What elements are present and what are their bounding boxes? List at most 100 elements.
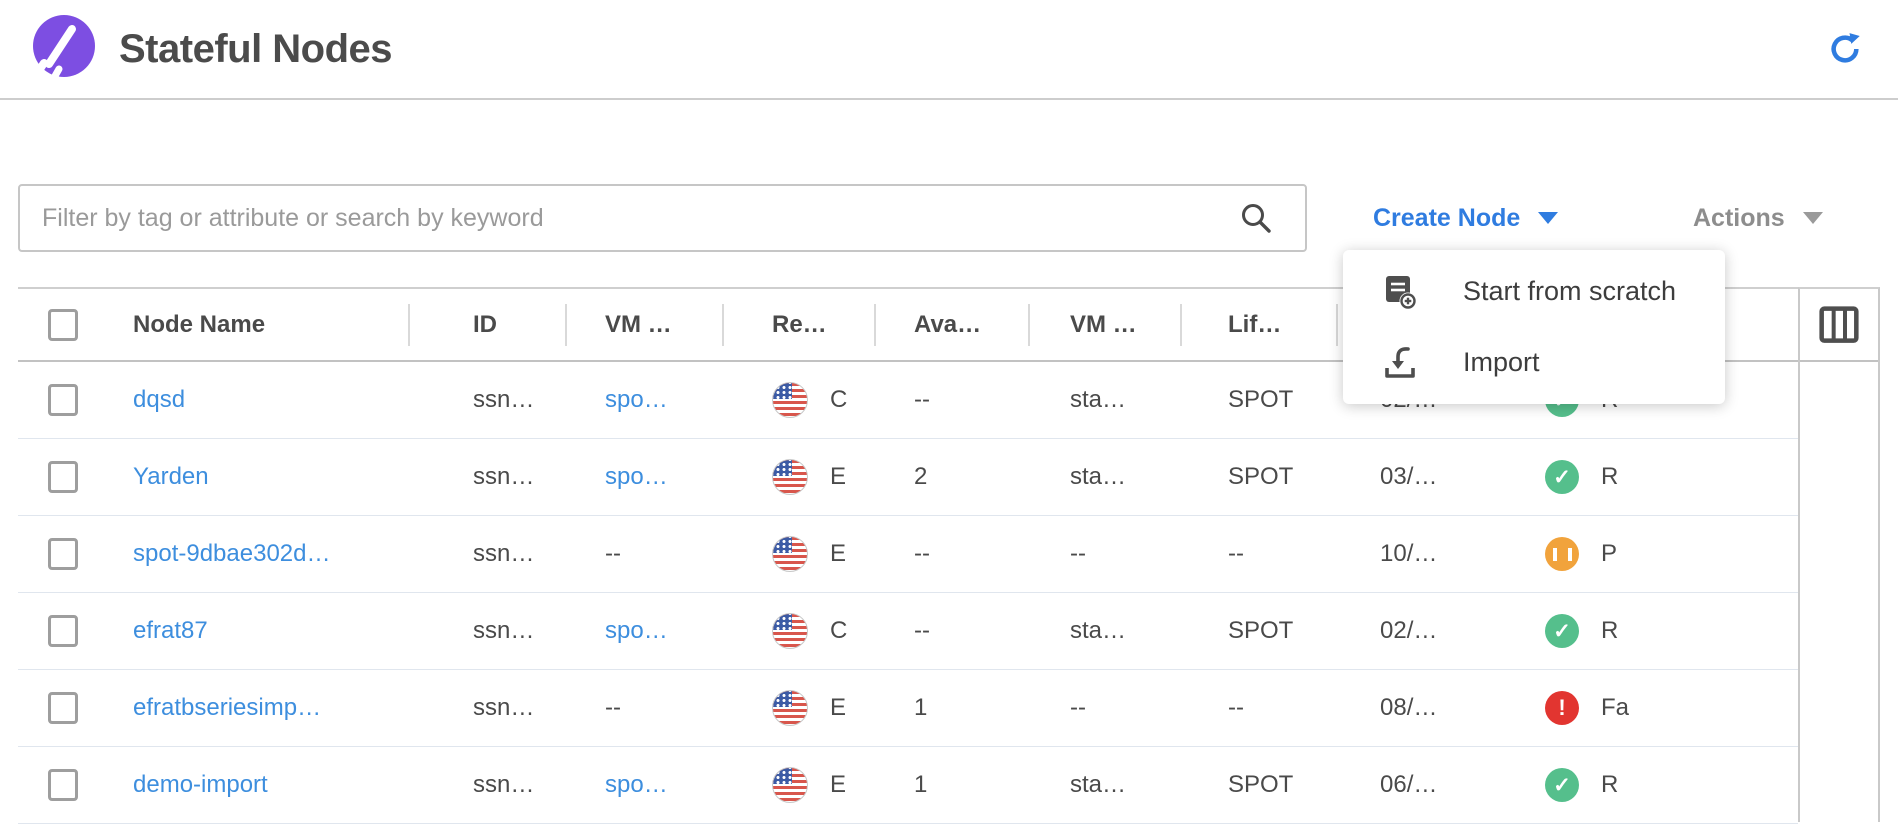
- menu-item-label: Import: [1463, 347, 1540, 377]
- column-header-vm-size[interactable]: VM …: [1028, 289, 1180, 360]
- vm-size-cell: sta…: [1070, 617, 1127, 644]
- create-node-button[interactable]: Create Node: [1373, 184, 1559, 252]
- stateful-nodes-table: Node Name ID VM … Re… Ava… VM … Lif… dqs…: [18, 287, 1880, 824]
- refresh-icon: [1831, 33, 1860, 63]
- table-row: efrat87 ssn… spo… C -- sta… SPOT 02/… R: [18, 593, 1798, 670]
- chevron-down-icon: [1538, 212, 1559, 224]
- column-picker-cell: [1800, 289, 1878, 362]
- vm-link[interactable]: spo…: [605, 617, 668, 644]
- node-name-link[interactable]: Yarden: [133, 463, 209, 490]
- vm-cell: --: [605, 694, 621, 721]
- vm-size-cell: sta…: [1070, 463, 1127, 490]
- node-name-link[interactable]: demo-import: [133, 771, 268, 798]
- created-cell: 02/…: [1380, 617, 1438, 644]
- table-header-row: Node Name ID VM … Re… Ava… VM … Lif…: [18, 287, 1798, 362]
- created-cell: 08/…: [1380, 694, 1438, 721]
- row-checkbox[interactable]: [48, 384, 78, 416]
- status-cell: P: [1601, 540, 1618, 567]
- table-row: Yarden ssn… spo… E 2 sta… SPOT 03/… R: [18, 439, 1798, 516]
- row-checkbox[interactable]: [48, 538, 78, 570]
- node-name-link[interactable]: dqsd: [133, 386, 186, 413]
- column-picker-button[interactable]: [1819, 305, 1859, 344]
- vm-link[interactable]: spo…: [605, 771, 668, 798]
- lifecycle-cell: SPOT: [1228, 771, 1294, 798]
- lifecycle-cell: SPOT: [1228, 617, 1294, 644]
- filter-wrap: [18, 184, 1307, 252]
- lifecycle-cell: --: [1228, 694, 1244, 721]
- us-flag-icon: [772, 690, 808, 726]
- region-cell: C: [830, 386, 848, 413]
- spot-logo-icon: [30, 15, 95, 82]
- vm-size-cell: --: [1070, 694, 1086, 721]
- select-all-checkbox[interactable]: [48, 308, 78, 341]
- vm-size-cell: --: [1070, 540, 1086, 567]
- region-cell: E: [830, 771, 847, 798]
- column-header-lifecycle[interactable]: Lif…: [1180, 289, 1336, 360]
- node-id-cell: ssn…: [473, 463, 535, 490]
- lifecycle-cell: SPOT: [1228, 463, 1294, 490]
- vm-link[interactable]: spo…: [605, 386, 668, 413]
- filter-input[interactable]: [18, 184, 1307, 252]
- refresh-button[interactable]: [1828, 32, 1862, 66]
- availability-cell: --: [914, 617, 930, 644]
- row-checkbox[interactable]: [48, 769, 78, 801]
- column-header-id[interactable]: ID: [408, 289, 565, 360]
- menu-item-import[interactable]: Import: [1343, 327, 1725, 398]
- region-cell: E: [830, 540, 847, 567]
- row-checkbox[interactable]: [48, 692, 78, 724]
- us-flag-icon: [772, 536, 808, 572]
- status-cell: Fa: [1601, 694, 1630, 721]
- created-cell: 03/…: [1380, 463, 1438, 490]
- availability-cell: 1: [914, 771, 928, 798]
- columns-icon: [1819, 305, 1859, 343]
- availability-cell: --: [914, 386, 930, 413]
- status-icon: [1545, 460, 1579, 494]
- node-id-cell: ssn…: [473, 540, 535, 567]
- note-add-icon: [1386, 275, 1417, 309]
- actions-button[interactable]: Actions: [1693, 184, 1823, 252]
- status-icon: [1545, 691, 1579, 725]
- node-id-cell: ssn…: [473, 386, 535, 413]
- us-flag-icon: [772, 459, 808, 495]
- availability-cell: --: [914, 540, 930, 567]
- node-name-link[interactable]: efrat87: [133, 617, 208, 644]
- menu-item-label: Start from scratch: [1463, 276, 1677, 306]
- node-name-link[interactable]: efratbseriesimp…: [133, 694, 322, 721]
- chevron-down-icon: [1802, 212, 1823, 224]
- vm-size-cell: sta…: [1070, 386, 1127, 413]
- availability-cell: 2: [914, 463, 928, 490]
- node-name-link[interactable]: spot-9dbae302d…: [133, 540, 331, 567]
- status-icon: [1545, 537, 1579, 571]
- availability-cell: 1: [914, 694, 928, 721]
- table-row: efratbseriesimp… ssn… -- E 1 -- -- 08/… Fa: [18, 670, 1798, 747]
- vm-size-cell: sta…: [1070, 771, 1127, 798]
- column-header-node-name[interactable]: Node Name: [133, 310, 266, 338]
- table-row: spot-9dbae302d… ssn… -- E -- -- -- 10/… P: [18, 516, 1798, 593]
- actions-label: Actions: [1693, 203, 1785, 232]
- column-header-availability[interactable]: Ava…: [874, 289, 1028, 360]
- menu-item-start-from-scratch[interactable]: Start from scratch: [1343, 256, 1725, 327]
- us-flag-icon: [772, 382, 808, 418]
- table-body: dqsdssn…spo…C--sta…SPOT02/…RYardenssn…sp…: [18, 362, 1798, 824]
- column-header-region[interactable]: Re…: [722, 289, 874, 360]
- region-cell: C: [830, 617, 848, 644]
- vm-link[interactable]: spo…: [605, 463, 668, 490]
- region-cell: E: [830, 463, 847, 490]
- status-cell: R: [1601, 463, 1619, 490]
- app-header: Stateful Nodes: [0, 0, 1898, 100]
- created-cell: 10/…: [1380, 540, 1438, 567]
- table-right-gutter: [1798, 287, 1880, 822]
- us-flag-icon: [772, 613, 808, 649]
- row-checkbox[interactable]: [48, 461, 78, 493]
- lifecycle-cell: --: [1228, 540, 1244, 567]
- node-id-cell: ssn…: [473, 694, 535, 721]
- us-flag-icon: [772, 767, 808, 803]
- row-checkbox[interactable]: [48, 615, 78, 647]
- region-cell: E: [830, 694, 847, 721]
- vm-cell: --: [605, 540, 621, 567]
- page-title: Stateful Nodes: [119, 26, 393, 71]
- column-header-vm[interactable]: VM …: [565, 289, 722, 360]
- lifecycle-cell: SPOT: [1228, 386, 1294, 413]
- toolbar: Create Node Actions: [0, 184, 1898, 252]
